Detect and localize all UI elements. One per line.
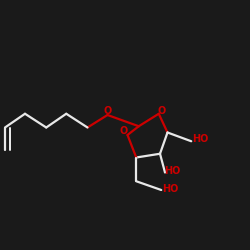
Text: O: O <box>158 106 166 116</box>
Text: HO: HO <box>164 166 180 176</box>
Text: O: O <box>104 106 112 116</box>
Text: HO: HO <box>192 134 208 144</box>
Text: O: O <box>119 126 128 136</box>
Text: HO: HO <box>162 184 178 194</box>
